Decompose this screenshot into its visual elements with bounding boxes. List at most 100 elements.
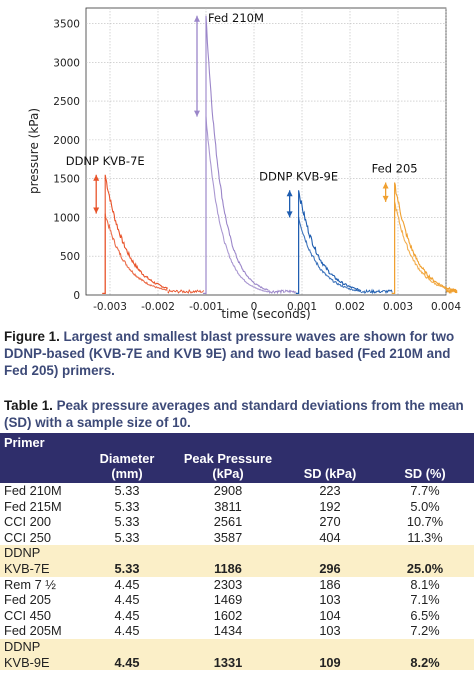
figure-caption-text: Largest and smallest blast pressure wave…	[4, 329, 455, 378]
table-cell: 4.45	[114, 576, 140, 592]
peak-pressure-table: Primer Diameter (mm) Peak Pressure (kPa)…	[0, 433, 474, 671]
table-cell: Rem 7 ½	[4, 576, 56, 592]
table-cell: 11.3%	[407, 529, 443, 545]
table-cell: Fed 215M	[4, 498, 62, 514]
x-tick-labels: -0.003 -0.002 -0.001 0 0.001 0.002 0.003 0.004	[93, 301, 461, 313]
table-cell: 7.7%	[410, 483, 440, 498]
table-cell: 296	[284, 545, 376, 577]
table-cell: 2561	[213, 514, 243, 530]
table-cell: 103	[319, 592, 341, 608]
x-tick-label: 0.001	[287, 301, 317, 313]
y-tick-label: 3000	[53, 57, 80, 69]
pressure-trace	[102, 213, 168, 294]
table-row: DDNP KVB-7E 5.33 1186 296 25.0%	[0, 545, 474, 577]
baseline-trace	[360, 288, 393, 295]
table-cell: Fed 205M	[4, 623, 62, 639]
table-row: Fed 205M 4.45 1434 103 7.2%	[0, 623, 474, 639]
table-cell: 5.33	[114, 514, 140, 530]
pressure-trace	[391, 201, 458, 294]
table-header-row: Primer Diameter (mm) Peak Pressure (kPa)…	[0, 433, 474, 483]
series-fed-205	[382, 182, 458, 294]
pressure-trace	[295, 190, 362, 294]
table-row: CCI 450 4.45 1602 104 6.5%	[0, 608, 474, 624]
table-row: Fed 210M 5.33 2908 223 7.7%	[0, 483, 474, 499]
pressure-trace	[203, 116, 269, 294]
table-cell: 10.7%	[406, 514, 444, 530]
y-tick-label: 3500	[53, 19, 80, 31]
x-tick-label: 0.003	[383, 301, 413, 313]
series-annotation-label: Fed 210M	[208, 11, 264, 25]
y-axis-label: pressure (kPa)	[27, 108, 41, 194]
table-row: Rem 7 ½ 4.45 2303 186 8.1%	[0, 577, 474, 593]
table-cell: 3811	[214, 498, 242, 514]
table-cell: 5.33	[114, 498, 140, 514]
series-fed-210m	[194, 15, 297, 295]
table-cell: 1434	[213, 623, 243, 639]
table-cell: 103	[319, 623, 341, 639]
y-tick-labels: 0 500 1000 1500 2000 2500 3000 3500	[53, 19, 80, 302]
table-cell: CCI 450	[4, 607, 51, 623]
header-diameter: Diameter (mm)	[82, 433, 172, 483]
table-cell: 4.45	[82, 638, 172, 671]
table-cell: DDNP KVB-9E	[0, 638, 82, 671]
table-cell: 5.33	[114, 529, 140, 545]
table-cell: 5.33	[114, 483, 140, 498]
primer-name-line: DDNP	[4, 638, 41, 654]
table-cell: 104	[319, 607, 341, 623]
table-row: CCI 250 5.33 3587 404 11.3%	[0, 530, 474, 546]
table-cell: CCI 250	[4, 529, 51, 545]
table-cell: 3587	[213, 529, 243, 545]
table-cell: 270	[319, 514, 341, 530]
y-tick-label: 1000	[53, 212, 80, 224]
table-cell: 4.45	[114, 623, 140, 639]
table-cell: 192	[319, 498, 341, 514]
table-cell: 404	[319, 529, 341, 545]
table-cell: 4.45	[114, 607, 140, 623]
pressure-trace	[102, 174, 169, 294]
table-cell: DDNP KVB-7E	[0, 545, 82, 577]
figure-caption-label: Figure 1.	[4, 329, 60, 344]
arrow-head-down	[93, 207, 100, 214]
y-tick-label: 0	[73, 290, 80, 302]
table-cell: 8.2%	[376, 638, 474, 671]
arrow-head-up	[194, 15, 200, 22]
pressure-trace	[203, 15, 269, 294]
table-body: Fed 210M 5.33 2908 223 7.7% Fed 215M 5.33 3811 1…	[0, 483, 474, 671]
arrow-head-up	[93, 174, 100, 181]
x-tick-label: -0.001	[189, 301, 223, 313]
table-cell: 1186	[172, 545, 284, 577]
table-cell: 7.1%	[410, 592, 440, 608]
table-cell: 1331	[172, 638, 284, 671]
baseline-trace	[268, 289, 297, 295]
x-tick-label: -0.003	[93, 301, 127, 313]
arrow-head-down	[194, 110, 200, 117]
grid-lines	[86, 8, 447, 295]
series-annotation-label: Fed 205	[372, 162, 418, 176]
series-annotation-label: DDNP KVB-9E	[259, 169, 338, 183]
table-cell: Fed 205	[4, 592, 51, 608]
figure-caption: Figure 1. Largest and smallest blast pre…	[4, 328, 470, 379]
series-ddnp-kvb-9e	[286, 190, 393, 295]
arrow-head-down	[286, 211, 293, 218]
table-cell: 8.1%	[410, 576, 440, 592]
table-cell: 25.0%	[376, 545, 474, 577]
data-series	[93, 15, 458, 295]
table-cell: 2303	[213, 576, 243, 592]
baseline-trace	[167, 288, 204, 294]
y-tick-label: 500	[60, 251, 80, 263]
x-tick-label: 0.004	[431, 301, 461, 313]
table-row: Fed 215M 5.33 3811 192 5.0%	[0, 499, 474, 515]
series-annotation-label: DDNP KVB-7E	[66, 154, 145, 168]
arrow-head-up	[286, 190, 293, 197]
table-cell: 1469	[213, 592, 243, 608]
table-cell: 1602	[213, 607, 243, 623]
table-cell: 109	[284, 638, 376, 671]
table-cell: 186	[319, 576, 341, 592]
table-cell: 5.33	[82, 545, 172, 577]
header-peak-pressure: Peak Pressure (kPa)	[172, 433, 284, 483]
table-cell: CCI 200	[4, 514, 51, 530]
arrow-head-up	[382, 182, 389, 189]
series-ddnp-kvb-7e	[93, 174, 204, 294]
table-cell: 223	[319, 483, 341, 498]
